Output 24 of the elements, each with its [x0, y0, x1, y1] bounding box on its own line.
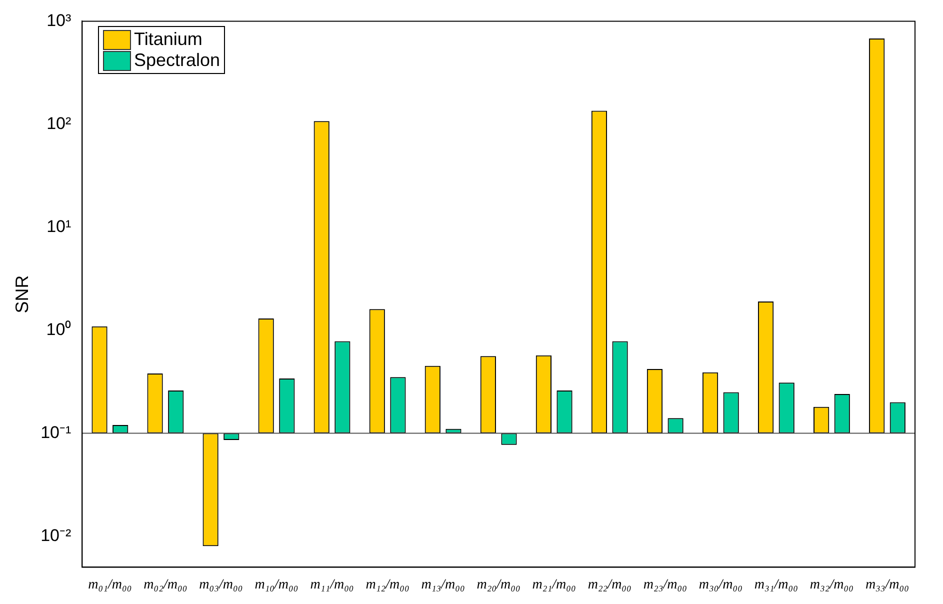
x-tick-label: m₁₀/m₀₀ — [254, 577, 298, 592]
y-tick-label: 10³ — [46, 10, 72, 30]
x-tick-label: m₂₀/m₀₀ — [476, 577, 520, 592]
legend-label: Titanium — [134, 29, 202, 50]
x-tick-label: m₂₃/m₀₀ — [643, 577, 688, 592]
y-tick-label: 10⁻² — [40, 526, 72, 545]
legend-label: Spectralon — [134, 50, 220, 71]
x-tick-label: m₃₀/m₀₀ — [698, 577, 743, 592]
y-tick-label: 10⁰ — [46, 320, 72, 339]
y-tick-label: 10⁻¹ — [40, 422, 72, 442]
x-tick-label: m₁₃/m₀₀ — [421, 577, 465, 592]
y-tick-label: 10² — [46, 114, 72, 133]
y-axis-title: SNR — [12, 275, 32, 314]
y-tick-label: 10¹ — [46, 216, 72, 236]
x-tick-label: m₃₂/m₀₀ — [810, 577, 854, 592]
x-tick-label: m₁₂/m₀₀ — [366, 577, 410, 592]
x-tick-label: m₁₁/m₀₀ — [310, 577, 354, 592]
x-tick-label: m₀₃/m₀₀ — [199, 577, 243, 592]
x-tick-label: m₂₂/m₀₀ — [588, 577, 632, 592]
x-tick-label: m₀₁/m₀₀ — [88, 577, 132, 592]
x-tick-label: m₃₁/m₀₀ — [754, 577, 798, 592]
x-tick-label: m₃₃/m₀₀ — [865, 577, 910, 592]
x-tick-label: m₀₂/m₀₀ — [144, 577, 188, 592]
x-tick-label: m₂₁/m₀₀ — [532, 577, 576, 592]
